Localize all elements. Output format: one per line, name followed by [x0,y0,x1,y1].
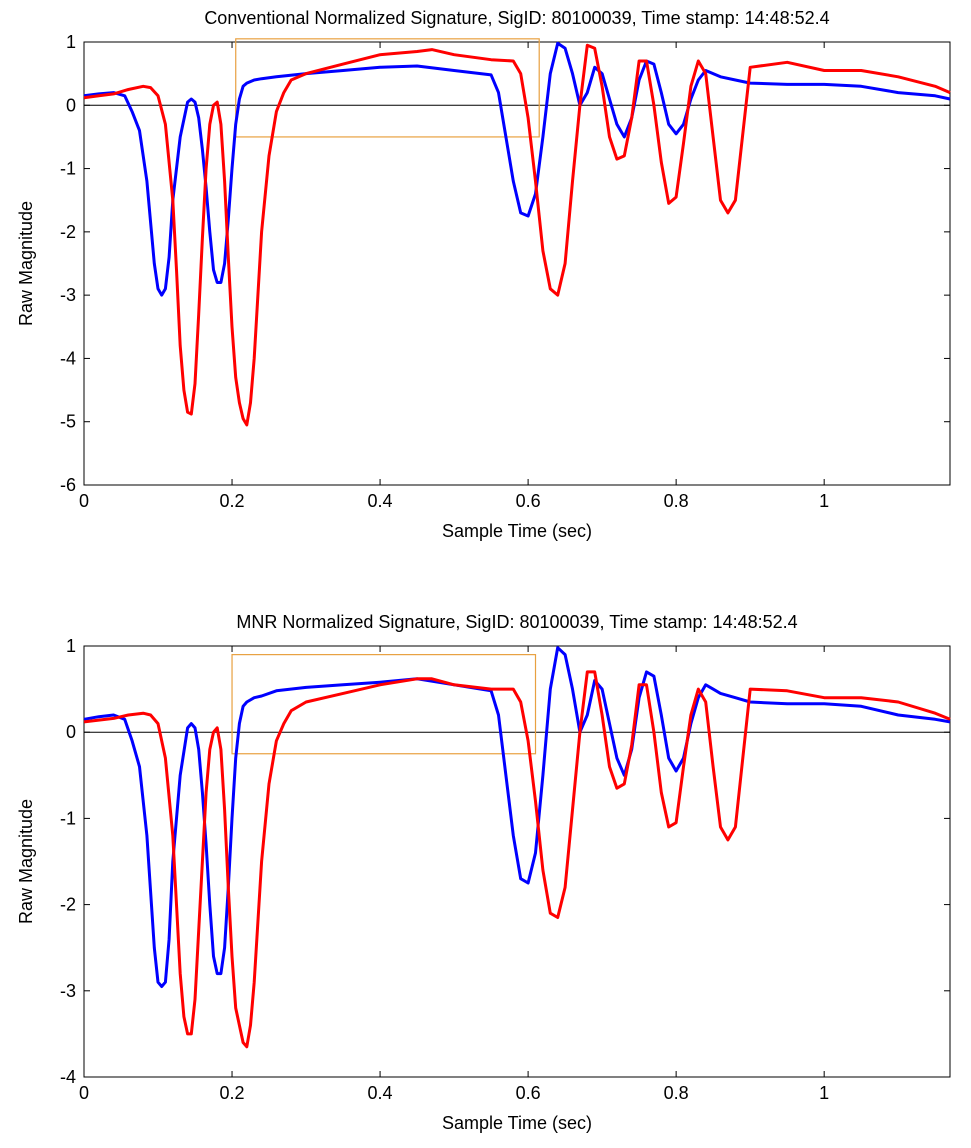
chart-title: Conventional Normalized Signature, SigID… [204,8,829,28]
conventional-signature-chart: Conventional Normalized Signature, SigID… [16,8,951,541]
series-line-blue [83,41,951,297]
y-tick-label: 0 [66,722,76,742]
y-tick-label: -4 [60,1067,76,1087]
x-tick-label: 0.8 [664,491,689,511]
x-axis-label: Sample Time (sec) [442,521,592,541]
mnr-signature-chart: MNR Normalized Signature, SigID: 8010003… [16,612,951,1133]
x-tick-label: 0.2 [220,1083,245,1103]
x-tick-label: 1 [819,491,829,511]
y-tick-label: -3 [60,981,76,1001]
x-tick-label: 0.4 [368,491,393,511]
y-tick-label: -1 [60,808,76,828]
chart-title: MNR Normalized Signature, SigID: 8010003… [236,612,797,632]
y-tick-label: 0 [66,95,76,115]
y-tick-label: -1 [60,159,76,179]
series-line-red [83,43,951,427]
x-tick-label: 1 [819,1083,829,1103]
y-tick-label: -5 [60,412,76,432]
y-tick-label: -6 [60,475,76,495]
x-tick-label: 0.6 [516,491,541,511]
x-tick-label: 0.6 [516,1083,541,1103]
y-axis-label: Raw Magnitude [16,201,36,326]
y-tick-label: -2 [60,895,76,915]
x-axis-label: Sample Time (sec) [442,1113,592,1133]
y-tick-label: 1 [66,636,76,656]
y-tick-label: -2 [60,222,76,242]
y-tick-label: -3 [60,285,76,305]
x-tick-label: 0 [79,1083,89,1103]
x-tick-label: 0 [79,491,89,511]
y-tick-label: -4 [60,348,76,368]
x-tick-label: 0.8 [664,1083,689,1103]
y-axis-label: Raw Magnitude [16,799,36,924]
x-tick-label: 0.2 [220,491,245,511]
highlight-box [231,654,537,755]
x-tick-label: 0.4 [368,1083,393,1103]
highlight-box [235,38,540,138]
y-tick-label: 1 [66,32,76,52]
series-line-red [83,670,951,1049]
